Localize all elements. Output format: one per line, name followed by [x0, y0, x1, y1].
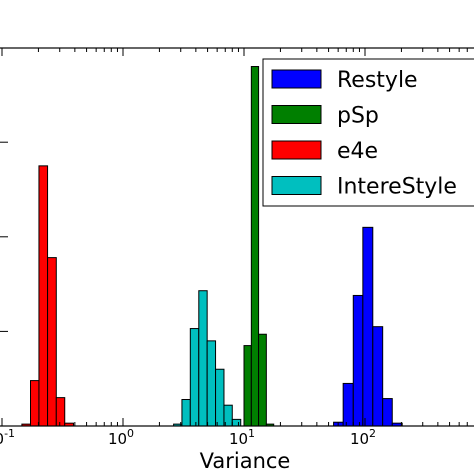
plot-frame — [0, 47, 474, 427]
e4e-legend-swatch — [271, 140, 322, 160]
restyle-legend-label: Restyle — [337, 68, 418, 93]
x-axis-label: Variance — [200, 449, 291, 473]
e4e-bar-2 — [38, 165, 49, 427]
x-tick-label: 102 — [350, 427, 376, 448]
histogram-bars — [21, 66, 403, 427]
psp-bar-1 — [250, 66, 260, 427]
interestyle-legend-swatch — [271, 176, 322, 195]
x-tick-label: 101 — [229, 427, 255, 448]
interestyle-bar-1 — [181, 399, 191, 427]
e4e-legend-label: e4e — [337, 139, 378, 164]
interestyle-bar-4 — [206, 340, 217, 427]
interestyle-bar-3 — [198, 290, 208, 427]
legend: Restyle pSp e4e IntereStyle — [262, 58, 474, 207]
interestyle-legend-label: IntereStyle — [337, 175, 457, 200]
e4e-bar-3 — [47, 257, 57, 427]
x-ticks: 10-1 100 101 102 — [0, 48, 468, 448]
restyle-bar-1 — [342, 382, 354, 427]
e4e-bar-1 — [30, 380, 40, 427]
interestyle-bar-5 — [215, 368, 225, 427]
psp-bar-0 — [243, 345, 252, 427]
restyle-bar-4 — [372, 326, 384, 427]
x-tick-label: 10-1 — [0, 427, 15, 448]
x-tick-label: 100 — [108, 427, 134, 448]
interestyle-bar-2 — [189, 328, 200, 427]
restyle-bar-5 — [382, 398, 393, 427]
psp-legend-swatch — [271, 105, 322, 124]
y-ticks — [0, 141, 8, 332]
interestyle-bar-7 — [231, 418, 242, 427]
psp-legend-label: pSp — [337, 104, 379, 129]
psp-bar-2 — [258, 333, 267, 427]
restyle-legend-swatch — [271, 69, 322, 89]
e4e-bar-4 — [55, 397, 66, 427]
restyle-bar-3 — [362, 226, 374, 427]
restyle-bar-2 — [352, 294, 364, 427]
